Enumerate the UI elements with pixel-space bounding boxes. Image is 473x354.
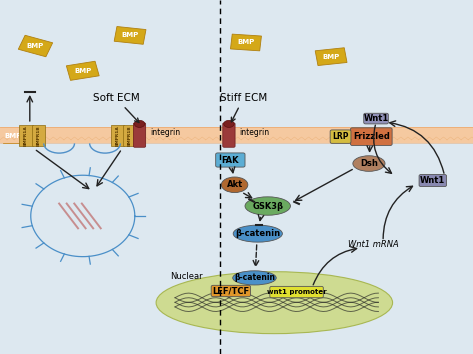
FancyBboxPatch shape <box>315 48 347 65</box>
Ellipse shape <box>156 272 393 333</box>
Text: Stiff ECM: Stiff ECM <box>220 93 267 122</box>
Text: integrin: integrin <box>150 128 180 137</box>
Text: BMPR1B: BMPR1B <box>128 125 131 146</box>
FancyBboxPatch shape <box>32 125 45 146</box>
FancyBboxPatch shape <box>364 113 388 124</box>
Ellipse shape <box>233 225 282 242</box>
Ellipse shape <box>353 156 385 171</box>
FancyBboxPatch shape <box>111 125 124 146</box>
Text: Frizzled: Frizzled <box>353 132 390 141</box>
Text: BMP: BMP <box>27 43 44 49</box>
FancyBboxPatch shape <box>3 130 24 143</box>
Text: FAK: FAK <box>222 155 239 165</box>
Ellipse shape <box>134 120 145 127</box>
FancyBboxPatch shape <box>123 125 136 146</box>
Text: BMPR1B: BMPR1B <box>37 125 41 146</box>
Text: β-catenin: β-catenin <box>234 273 275 282</box>
Text: Akt: Akt <box>227 180 243 189</box>
Text: BMPR1A: BMPR1A <box>24 125 28 146</box>
Text: Dsh: Dsh <box>360 159 378 168</box>
Text: Wnt1 mRNA: Wnt1 mRNA <box>348 240 399 249</box>
Text: BMP: BMP <box>323 54 340 59</box>
Ellipse shape <box>245 197 290 215</box>
Text: LRP: LRP <box>333 132 349 141</box>
Text: Wnt1: Wnt1 <box>420 176 446 185</box>
FancyBboxPatch shape <box>230 34 262 51</box>
Text: Nuclear: Nuclear <box>171 272 203 281</box>
FancyBboxPatch shape <box>19 125 33 146</box>
FancyBboxPatch shape <box>18 35 53 57</box>
FancyBboxPatch shape <box>114 27 146 44</box>
FancyBboxPatch shape <box>0 127 473 143</box>
Text: GSK3β: GSK3β <box>252 201 283 211</box>
FancyBboxPatch shape <box>270 286 324 298</box>
Text: wnt1 promoter: wnt1 promoter <box>267 289 326 295</box>
FancyBboxPatch shape <box>350 128 392 145</box>
Text: Soft ECM: Soft ECM <box>93 93 139 122</box>
FancyBboxPatch shape <box>216 153 245 167</box>
FancyBboxPatch shape <box>211 285 251 297</box>
Text: BMP: BMP <box>5 133 22 139</box>
Text: BMP: BMP <box>122 33 139 38</box>
FancyBboxPatch shape <box>133 123 146 147</box>
Text: LEF/TCF: LEF/TCF <box>212 286 249 296</box>
Text: Wnt1: Wnt1 <box>363 114 389 123</box>
Text: BMP: BMP <box>74 68 91 74</box>
FancyBboxPatch shape <box>330 130 351 143</box>
Text: β-catenin: β-catenin <box>235 229 280 238</box>
Ellipse shape <box>224 120 234 127</box>
Ellipse shape <box>221 177 248 193</box>
Ellipse shape <box>233 271 276 285</box>
Text: BMPR1A: BMPR1A <box>115 125 119 146</box>
Text: BMP: BMP <box>237 40 254 45</box>
FancyBboxPatch shape <box>66 61 99 80</box>
FancyBboxPatch shape <box>419 175 447 187</box>
Text: integrin: integrin <box>239 128 270 137</box>
FancyBboxPatch shape <box>223 123 235 147</box>
